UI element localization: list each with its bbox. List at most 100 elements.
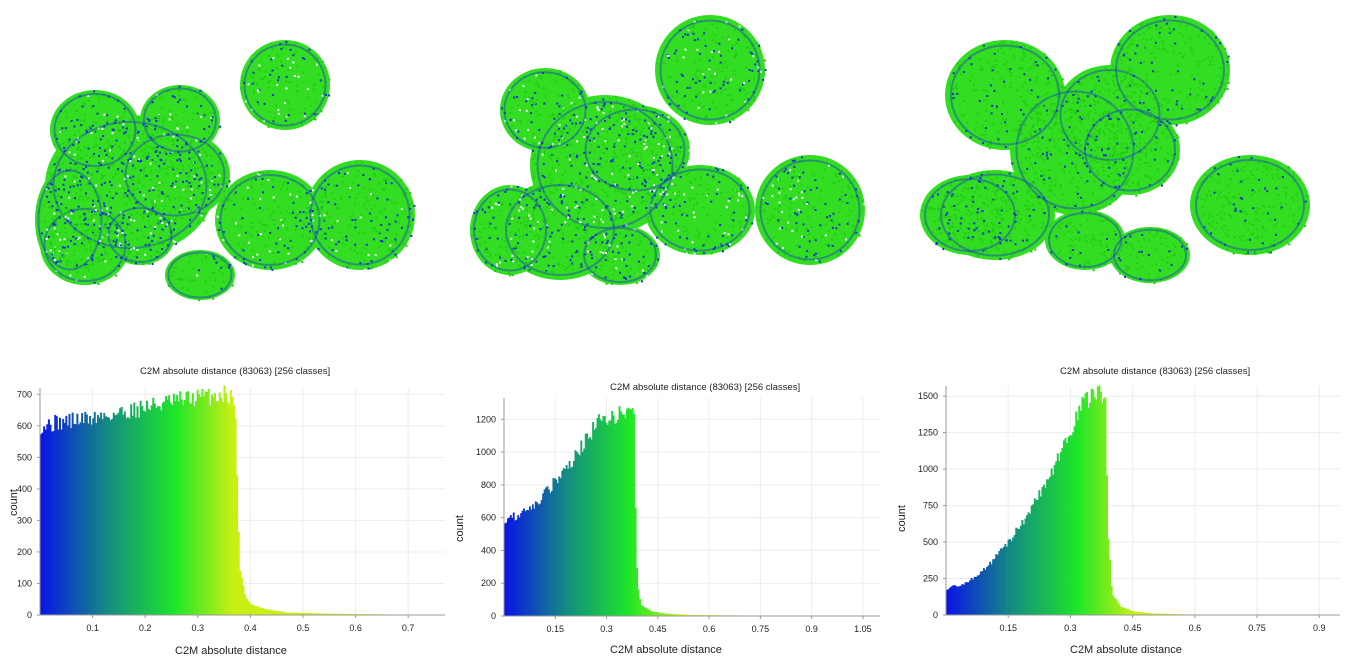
- histogram-bar: [1076, 420, 1079, 615]
- histogram-bar: [545, 487, 547, 616]
- histogram-bar: [1113, 597, 1116, 615]
- histogram-bar: [512, 512, 515, 616]
- histogram-bar: [220, 397, 223, 615]
- histogram-bar: [127, 417, 129, 615]
- y-tick-label: 400: [17, 484, 32, 494]
- histogram-bar: [634, 507, 637, 616]
- histogram-bar: [297, 612, 300, 615]
- histogram-bar: [209, 405, 212, 615]
- histogram-bar: [595, 427, 597, 616]
- histogram-bar: [1002, 546, 1005, 615]
- histogram-bar: [348, 613, 351, 615]
- x-tick-label: 0.45: [649, 624, 667, 634]
- histogram-bar: [683, 614, 686, 616]
- histogram-bar: [104, 416, 107, 615]
- histogram-bar: [288, 612, 291, 615]
- histogram-bar: [87, 423, 90, 615]
- histogram-bar: [43, 426, 46, 615]
- histogram-bar: [1084, 393, 1087, 615]
- histogram-bar: [1143, 612, 1145, 615]
- histogram-bar: [542, 493, 545, 616]
- histogram-bar: [321, 613, 324, 615]
- histogram-bar: [1064, 437, 1067, 615]
- histogram-bar: [664, 613, 666, 616]
- chart-title: C2M absolute distance (83063) [256 class…: [140, 366, 331, 377]
- histogram-bar: [661, 612, 664, 616]
- histogram-bar: [608, 420, 611, 616]
- plot-area: 0 250 500 750 1000 1250 1500 0.15 0.3 0.45 0.6 0.75…: [918, 385, 1340, 633]
- histogram-bar: [134, 417, 137, 615]
- histogram-bar: [1039, 496, 1042, 615]
- histogram-bar: [331, 613, 334, 615]
- histogram-bar: [98, 417, 101, 615]
- histogram-bar: [649, 610, 652, 616]
- histogram-bar: [266, 609, 269, 615]
- histogram-bar: [575, 451, 578, 616]
- x-tick-label: 0.3: [600, 624, 613, 634]
- histogram-bar: [1056, 453, 1059, 615]
- histogram-bar: [215, 401, 218, 615]
- histogram-bar: [122, 414, 125, 615]
- histogram-bar: [1129, 610, 1132, 615]
- y-tick-label: 0: [27, 610, 32, 620]
- histogram-bar: [1170, 613, 1173, 615]
- histogram-bar: [548, 489, 550, 616]
- point-cloud-1: [35, 40, 416, 302]
- histogram-bar: [233, 405, 235, 615]
- y-tick-label: 800: [481, 480, 496, 490]
- histogram-bar: [204, 391, 207, 615]
- histogram-bar: [131, 415, 134, 615]
- point-cloud-3: [920, 15, 1310, 285]
- histogram-bar: [1004, 543, 1007, 615]
- histogram-bar: [633, 413, 636, 616]
- histogram-bar: [549, 492, 552, 616]
- histogram-bar: [580, 440, 583, 616]
- histogram-bar: [296, 612, 299, 615]
- histogram-bar: [51, 431, 54, 615]
- y-tick-label: 600: [481, 513, 496, 523]
- histogram-bar: [193, 406, 196, 615]
- histogram-bar: [978, 574, 981, 615]
- histogram-bar: [515, 519, 518, 616]
- histogram-bar: [681, 614, 684, 616]
- histogram-bar: [1159, 613, 1162, 615]
- histogram-bar: [622, 414, 625, 616]
- histogram-bar: [568, 460, 571, 616]
- histogram-bar: [678, 614, 681, 616]
- histogram-bar: [1010, 541, 1013, 615]
- histogram-bar: [240, 577, 243, 615]
- histogram-bar: [574, 450, 577, 616]
- histogram-bar: [1099, 391, 1102, 615]
- histogram-bar: [1016, 528, 1019, 615]
- histogram-bar: [946, 589, 948, 615]
- histogram-bar: [1035, 499, 1038, 615]
- histogram-bar: [1136, 611, 1139, 615]
- histogram-bar: [518, 517, 521, 616]
- y-tick-label: 500: [923, 537, 938, 547]
- histogram-bar: [1069, 435, 1072, 615]
- histogram-bar: [973, 576, 976, 615]
- histogram-bar: [269, 609, 272, 615]
- histogram-bar: [1158, 613, 1161, 615]
- histogram-bar: [334, 613, 337, 615]
- x-tick-label: 0.6: [703, 624, 716, 634]
- histogram-bar: [646, 608, 649, 616]
- histogram-bar: [342, 613, 345, 615]
- histogram-bar: [210, 394, 213, 615]
- histogram-bar: [674, 614, 677, 616]
- histogram-bar: [671, 613, 674, 616]
- histogram-bar: [169, 402, 172, 615]
- histogram-bar: [293, 612, 296, 615]
- histogram-bar: [650, 611, 653, 616]
- histogram-bar: [1062, 440, 1065, 615]
- histogram-bar: [85, 414, 88, 615]
- histogram-bar: [1038, 490, 1041, 615]
- histogram-bar: [1152, 613, 1155, 615]
- histogram-bar: [157, 406, 160, 615]
- histogram-bar: [551, 490, 553, 616]
- histogram-bar: [1122, 607, 1125, 615]
- histogram-bar: [1053, 464, 1056, 615]
- histogram-bar: [166, 399, 169, 615]
- histogram-bar: [1127, 609, 1130, 615]
- histogram-bar: [326, 613, 329, 615]
